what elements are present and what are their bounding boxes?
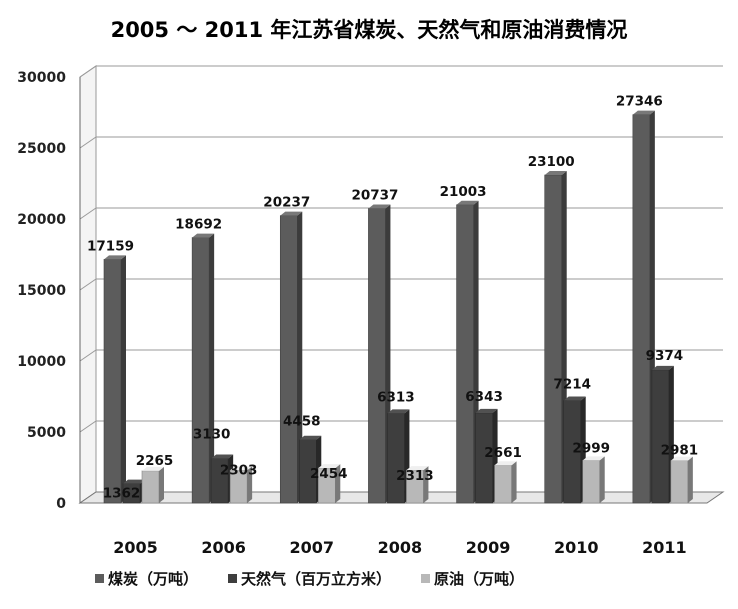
legend-label: 煤炭（万吨）	[108, 570, 199, 588]
data-label: 23100	[528, 154, 575, 170]
bar-top	[582, 456, 605, 461]
y-tick-label: 0	[56, 496, 66, 512]
chart-legend: 煤炭（万吨） 天然气（百万立方米） 原油（万吨）	[95, 568, 735, 589]
bar-top	[563, 396, 586, 401]
legend-item: 原油（万吨）	[421, 568, 524, 589]
bar-top	[475, 408, 498, 413]
bar-top	[368, 204, 391, 209]
bar	[582, 460, 601, 504]
data-label: 20237	[263, 195, 310, 211]
bar-side	[209, 233, 215, 503]
data-label: 3130	[193, 427, 231, 443]
bar-top	[192, 233, 215, 238]
bar-side	[511, 461, 517, 503]
legend-item: 煤炭（万吨）	[95, 568, 198, 589]
bar-side	[599, 456, 605, 503]
bar	[632, 114, 651, 504]
bar-top	[230, 466, 253, 471]
legend-swatch	[421, 574, 431, 583]
gridline	[79, 207, 723, 220]
data-label: 2313	[396, 468, 434, 484]
y-tick-label: 25000	[17, 141, 66, 157]
bar	[279, 215, 298, 504]
x-tick-label: 2010	[554, 538, 599, 557]
gridline	[79, 136, 723, 149]
data-label: 7214	[553, 377, 591, 393]
bar	[191, 237, 210, 504]
bar	[387, 413, 405, 504]
legend-swatch	[228, 574, 238, 583]
x-tick-label: 2009	[466, 538, 511, 557]
gridline	[79, 420, 723, 433]
data-label: 2265	[136, 453, 174, 469]
bar-side	[297, 211, 303, 504]
data-label: 27346	[616, 94, 663, 110]
data-label: 2981	[661, 443, 699, 459]
data-label: 1362	[103, 486, 141, 502]
bar	[494, 464, 512, 504]
bar	[544, 174, 563, 504]
bar-top	[456, 200, 479, 205]
data-label: 17159	[87, 238, 134, 254]
y-tick-label: 5000	[27, 425, 66, 441]
gridline	[79, 349, 723, 362]
bar-top	[104, 255, 126, 260]
data-label: 20737	[351, 188, 398, 204]
bar-top	[544, 170, 567, 175]
bar-top	[123, 479, 145, 484]
data-label: 9374	[646, 348, 684, 364]
data-label: 6313	[377, 389, 415, 405]
legend-label: 原油（万吨）	[434, 570, 525, 588]
bar-top	[632, 110, 655, 115]
bar-top	[406, 466, 429, 471]
x-tick-label: 2007	[290, 538, 335, 557]
data-label: 2661	[484, 445, 522, 461]
data-label: 2303	[220, 462, 258, 478]
x-tick-label: 2011	[642, 538, 687, 557]
bar-side	[159, 466, 164, 503]
x-tick-label: 2008	[378, 538, 423, 557]
bar-top	[299, 435, 322, 440]
chart-title: 2005 ～ 2011 年江苏省煤炭、天然气和原油消费情况	[110, 18, 628, 42]
bar	[651, 369, 670, 504]
data-label: 2454	[310, 466, 348, 482]
gridline	[79, 278, 723, 291]
bar-top	[670, 456, 693, 461]
bar-top	[318, 464, 341, 469]
bar-side	[423, 466, 429, 503]
data-label: 4458	[283, 414, 321, 430]
y-tick-label: 15000	[17, 283, 66, 299]
bar-side	[121, 255, 126, 503]
legend-label: 天然气（百万立方米）	[241, 570, 392, 588]
data-label: 6343	[465, 389, 503, 405]
legend-item: 天然气（百万立方米）	[228, 568, 391, 589]
bar-top	[651, 365, 674, 370]
bar	[368, 208, 386, 504]
bar-top	[280, 211, 303, 216]
bar	[670, 460, 689, 504]
x-tick-label: 2006	[201, 538, 246, 557]
bar	[456, 204, 474, 504]
y-tick-label: 20000	[17, 212, 66, 228]
y-tick-label: 30000	[17, 70, 66, 86]
bar-top	[387, 409, 410, 414]
chart-plot: 0 5000 10000 15000 20000 25000 30000 17159 1362 2…	[17, 65, 725, 557]
bar-top	[142, 466, 164, 471]
bar-top	[494, 461, 517, 466]
legend-swatch	[95, 574, 104, 583]
bar-side	[335, 464, 341, 503]
gridline	[79, 65, 723, 78]
x-tick-label: 2005	[113, 538, 158, 557]
y-tick-label: 10000	[17, 354, 66, 370]
data-label: 18692	[175, 217, 222, 233]
bar	[141, 470, 160, 504]
bar-side	[247, 466, 253, 503]
data-label: 2999	[572, 440, 610, 456]
bar-side	[687, 456, 693, 503]
bar-top	[211, 454, 234, 459]
bar	[103, 259, 122, 504]
data-label: 21003	[440, 184, 487, 200]
